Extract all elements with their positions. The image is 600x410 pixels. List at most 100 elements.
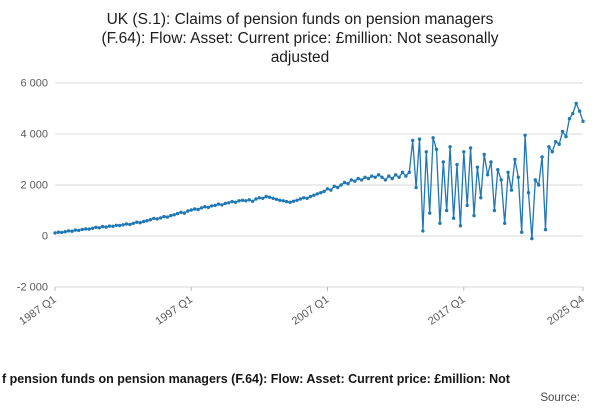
x-tick-label: 2025 Q4 (545, 293, 586, 327)
data-point (302, 195, 306, 200)
data-point (445, 208, 449, 212)
chart-title-line2: (F.64): Flow: Asset: Current price: £mil… (101, 30, 499, 48)
data-point (513, 157, 517, 161)
data-point (66, 228, 71, 233)
data-point (431, 135, 435, 140)
data-point (571, 111, 575, 115)
y-tick-label: 4 000 (20, 128, 48, 140)
data-point (465, 203, 469, 207)
data-point (216, 202, 221, 206)
data-point (264, 194, 268, 198)
data-point (438, 221, 442, 225)
data-point (124, 221, 129, 226)
chart-page: { "title_lines": [ "UK (S.1): Claims of … (0, 10, 600, 410)
data-point (186, 208, 190, 213)
data-point (356, 176, 360, 180)
data-point (574, 101, 578, 105)
data-point (295, 198, 299, 202)
data-point (533, 177, 537, 182)
data-point (482, 152, 486, 156)
data-point (131, 221, 135, 225)
data-point (281, 198, 285, 203)
data-point (485, 172, 490, 177)
data-point (53, 230, 57, 235)
data-point (118, 223, 122, 227)
data-point (567, 116, 572, 121)
data-point (84, 226, 88, 231)
data-point (424, 149, 428, 154)
data-point (203, 204, 207, 209)
data-line (54, 101, 584, 239)
data-point (540, 154, 544, 159)
data-point (557, 142, 561, 146)
data-point (462, 149, 466, 154)
data-point (397, 175, 401, 179)
chart-canvas: -2 000 0 2 000 4 000 6 000 1987 Q1 1997 Q1 2007… (17, 77, 587, 327)
data-point (366, 176, 371, 180)
data-point (342, 180, 347, 184)
data-point (468, 145, 473, 150)
data-point (537, 182, 541, 187)
data-point (390, 176, 394, 180)
data-point (475, 165, 480, 169)
data-point (523, 133, 527, 137)
data-point (451, 216, 456, 220)
x-tick-label: 1987 Q1 (17, 293, 58, 327)
data-point (499, 177, 503, 182)
data-point (278, 198, 282, 202)
data-point (237, 198, 241, 203)
data-point (554, 139, 558, 144)
data-point (339, 182, 343, 187)
data-point (581, 119, 585, 123)
data-point (274, 197, 279, 201)
data-point (284, 199, 289, 203)
data-point (332, 184, 336, 188)
data-point (349, 177, 354, 182)
chart-title: UK (S.1): Claims of pension funds on pen… (30, 10, 570, 68)
data-point (479, 195, 483, 200)
data-point (560, 129, 565, 133)
x-tick-label: 2017 Q1 (426, 293, 467, 327)
data-point (210, 203, 214, 208)
data-point (298, 196, 302, 201)
data-point (94, 225, 98, 229)
data-point (411, 138, 415, 142)
data-point (152, 216, 156, 220)
data-point (97, 225, 102, 230)
y-tick-label: 0 (42, 230, 48, 242)
data-point (261, 196, 265, 200)
data-point (414, 185, 418, 189)
data-point (404, 174, 408, 178)
data-point (213, 203, 217, 207)
data-point (111, 224, 115, 228)
data-point (165, 215, 170, 219)
data-point (577, 109, 582, 113)
y-tick-label: 2 000 (20, 179, 48, 191)
data-point (220, 202, 224, 207)
data-point (172, 212, 176, 217)
data-point (121, 222, 125, 227)
data-point (56, 230, 61, 234)
data-point (526, 190, 531, 195)
data-point (148, 217, 153, 222)
data-point (353, 179, 357, 183)
data-point (233, 200, 238, 204)
data-point (458, 223, 463, 228)
data-point (138, 220, 142, 225)
data-point (380, 175, 384, 179)
data-point (196, 207, 200, 211)
data-point (227, 200, 231, 205)
footer-caption: f pension funds on pension managers (F.6… (2, 372, 510, 386)
data-point (516, 175, 520, 179)
data-point (387, 174, 391, 178)
data-point (254, 196, 258, 201)
data-point (230, 199, 234, 203)
chart-title-line3: adjusted (270, 49, 330, 67)
data-point (90, 226, 95, 230)
x-tick-label: 2007 Q1 (290, 293, 331, 327)
data-point (370, 174, 374, 178)
data-point (135, 220, 139, 224)
data-point (489, 159, 493, 164)
data-point (271, 196, 275, 200)
data-point (155, 216, 159, 221)
